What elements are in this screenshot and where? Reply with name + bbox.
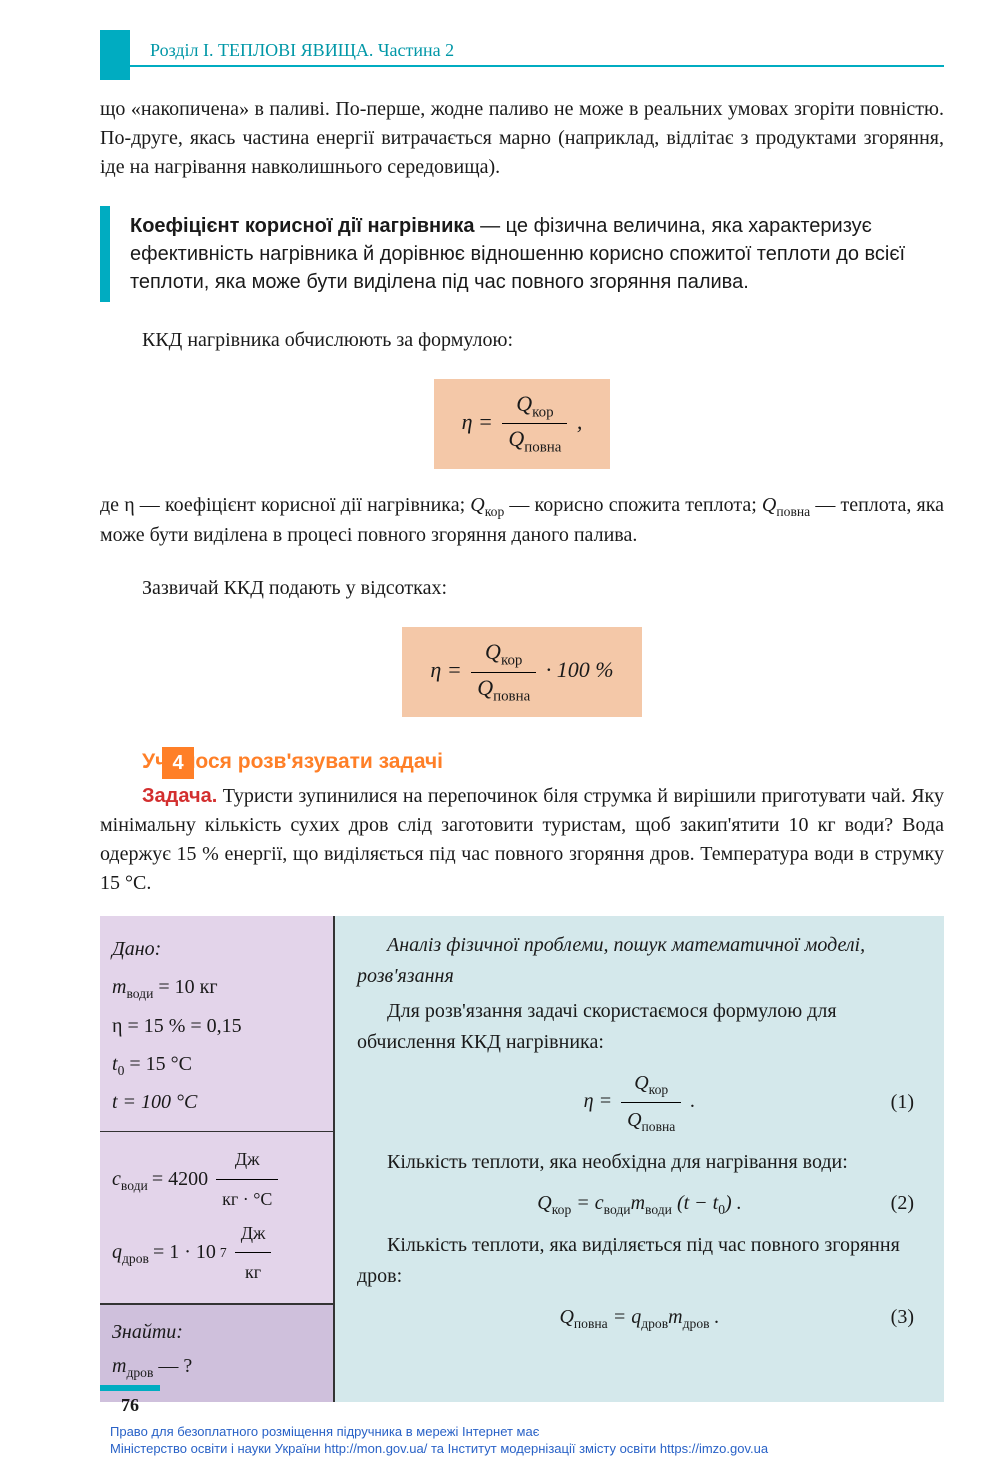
analysis-p2: Кількість теплоти, яка необхідна для наг…: [357, 1147, 922, 1178]
footer-link-1[interactable]: http://mon.gov.ua/: [324, 1441, 427, 1456]
task-paragraph: Задача. Туристи зупинилися на перепочино…: [100, 782, 944, 898]
formula-intro: ККД нагрівника обчислюють за формулою:: [100, 326, 944, 355]
formula-1: η = Qкор Qповна ,: [434, 379, 611, 469]
definition-block: Коефіцієнт корисної дії нагрівника — це …: [100, 206, 944, 302]
task-label: Задача.: [142, 785, 217, 807]
analysis-p3: Кількість теплоти, яка виділяється під ч…: [357, 1230, 922, 1292]
analysis-p1: Для розв'язання задачі скористаємося фор…: [357, 996, 922, 1058]
equation-2: Qкор = cводиmводи (t − t0) . (2): [357, 1188, 922, 1220]
formula-1-wrap: η = Qкор Qповна ,: [100, 379, 944, 469]
chapter-header: Розділ І. ТЕПЛОВІ ЯВИЩА. Частина 2: [100, 40, 944, 67]
formula-explanation: де η — коефіцієнт корисної дії нагрівник…: [100, 491, 944, 551]
footer-line1: Право для безоплатного розміщення підруч…: [110, 1423, 964, 1441]
chapter-title: Розділ І. ТЕПЛОВІ ЯВИЩА. Частина 2: [150, 40, 454, 60]
equation-3: Qповна = qдровmдров . (3): [357, 1302, 922, 1334]
given-title: Дано:: [112, 930, 321, 968]
page-number: 76: [100, 1385, 160, 1416]
section-title: Учимося розв'язувати задачі: [100, 747, 944, 777]
section-number: 4: [162, 747, 194, 779]
footer: Право для безоплатного розміщення підруч…: [110, 1423, 964, 1458]
formula-2-wrap: η = Qкор Qповна · 100 %: [100, 627, 944, 717]
equation-1: η = QкорQповна . (1): [357, 1068, 922, 1137]
find-title: Знайти:: [112, 1315, 321, 1349]
intro-paragraph: що «накопичена» в паливі. По-перше, жодн…: [100, 95, 944, 182]
f1-lhs: η: [462, 409, 473, 434]
task-text: Туристи зупинилися на перепочинок біля с…: [100, 785, 944, 894]
definition-term: Коефіцієнт корисної дії нагрівника: [130, 215, 475, 237]
footer-link-2[interactable]: https://imzo.gov.ua: [660, 1441, 768, 1456]
analysis-title: Аналіз фізичної проблеми, пошук математи…: [357, 930, 922, 992]
analysis-box: Аналіз фізичної проблеми, пошук математи…: [335, 916, 944, 1403]
given-box: Дано: mводи = 10 кг η = 15 % = 0,15 t0 =…: [100, 916, 335, 1303]
formula-2: η = Qкор Qповна · 100 %: [402, 627, 641, 717]
header-accent-bar: [100, 30, 130, 80]
solution-grid: Дано: mводи = 10 кг η = 15 % = 0,15 t0 =…: [100, 916, 944, 1403]
percent-intro: Зазвичай ККД подають у відсотках:: [100, 574, 944, 603]
